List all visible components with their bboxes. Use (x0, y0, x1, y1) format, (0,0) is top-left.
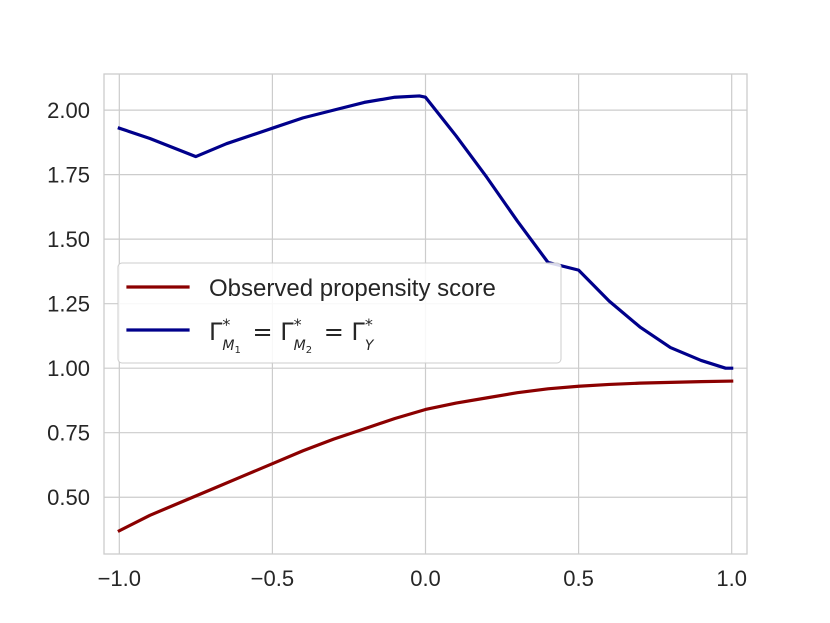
series-layer (117, 94, 734, 533)
y-tick-label: 2.00 (47, 98, 90, 123)
x-tick-label: −1.0 (98, 566, 141, 591)
legend-label-observed: Observed propensity score (209, 275, 496, 302)
series-line-gamma (117, 94, 734, 370)
x-tick-label: 1.0 (716, 566, 747, 591)
y-tick-label: 0.50 (47, 485, 90, 510)
y-tick-label: 1.25 (47, 292, 90, 317)
series-line-observed-propensity (117, 379, 734, 533)
legend-label-gamma: Γ* M1 = Γ* M2 = Γ* Y (209, 315, 375, 356)
x-tick-label: −0.5 (251, 566, 294, 591)
x-tick-label: 0.5 (563, 566, 594, 591)
y-tick-label: 1.75 (47, 163, 90, 188)
y-tick-label: 1.00 (47, 356, 90, 381)
y-tick-label: 1.50 (47, 227, 90, 252)
legend: Observed propensity score Γ* M1 = Γ* M2 = … (117, 262, 562, 364)
x-tick-labels: −1.0 −0.5 0.0 0.5 1.0 (98, 566, 747, 591)
legend-box (117, 262, 562, 364)
x-tick-label: 0.0 (410, 566, 441, 591)
plot-frame (103, 73, 748, 555)
y-tick-label: 0.75 (47, 421, 90, 446)
y-tick-labels: 0.50 0.75 1.00 1.25 1.50 1.75 2.00 (47, 98, 90, 510)
